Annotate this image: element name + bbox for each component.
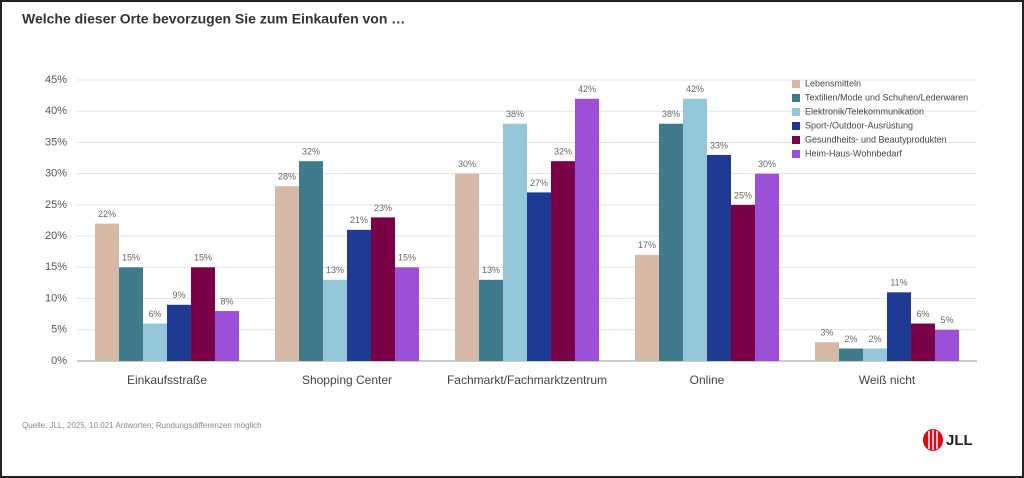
- bar: [191, 267, 215, 361]
- chart-title: Welche dieser Orte bevorzugen Sie zum Ei…: [22, 11, 405, 27]
- bar: [635, 254, 659, 361]
- bar: [527, 192, 551, 361]
- y-tick-label: 0%: [51, 355, 67, 367]
- logo-text: JLL: [946, 432, 973, 449]
- legend-swatch: [792, 136, 800, 144]
- data-label: 32%: [554, 147, 572, 157]
- bar: [683, 98, 707, 361]
- y-tick-label: 10%: [45, 292, 67, 304]
- data-label: 21%: [350, 215, 368, 225]
- y-tick-label: 15%: [45, 261, 67, 273]
- legend-label: Sport-/Outdoor-Ausrüstung: [805, 120, 913, 130]
- bar: [575, 98, 599, 361]
- data-label: 23%: [374, 203, 392, 213]
- bar: [935, 329, 959, 361]
- y-tick-label: 40%: [45, 105, 67, 117]
- y-tick-label: 30%: [45, 168, 67, 180]
- data-label: 25%: [734, 190, 752, 200]
- bar: [551, 161, 575, 361]
- legend-swatch: [792, 94, 800, 102]
- bar: [395, 267, 419, 361]
- data-label: 32%: [302, 147, 320, 157]
- data-label: 17%: [638, 240, 656, 250]
- data-label: 13%: [482, 265, 500, 275]
- data-label: 8%: [220, 296, 233, 306]
- data-label: 38%: [662, 109, 680, 119]
- data-label: 30%: [758, 159, 776, 169]
- y-tick-label: 25%: [45, 199, 67, 211]
- x-tick-label: Weiß nicht: [859, 373, 916, 387]
- data-label: 38%: [506, 109, 524, 119]
- x-tick-label: Online: [690, 373, 725, 387]
- data-label: 33%: [710, 140, 728, 150]
- data-label: 11%: [890, 278, 907, 288]
- legend-label: Lebensmitteln: [805, 78, 861, 88]
- bar: [731, 204, 755, 361]
- legend-swatch: [792, 122, 800, 130]
- legend-swatch: [792, 150, 800, 158]
- bar: [503, 123, 527, 361]
- bar: [755, 173, 779, 361]
- bar: [275, 186, 299, 361]
- bar: [707, 154, 731, 361]
- bar: [839, 348, 863, 361]
- y-tick-label: 45%: [45, 74, 67, 86]
- x-tick-label: Shopping Center: [302, 373, 392, 387]
- data-label: 28%: [278, 172, 296, 182]
- data-label: 6%: [916, 309, 929, 319]
- data-label: 42%: [578, 84, 596, 94]
- legend-label: Elektronik/Telekommunikation: [805, 106, 924, 116]
- bar: [659, 123, 683, 361]
- bar: [455, 173, 479, 361]
- data-label: 30%: [458, 159, 476, 169]
- data-label: 5%: [940, 315, 953, 325]
- data-label: 15%: [194, 253, 212, 263]
- x-tick-label: Einkaufsstraße: [127, 373, 207, 387]
- legend-label: Heim-Haus-Wohnbedarf: [805, 148, 902, 158]
- data-label: 22%: [98, 209, 116, 219]
- data-label: 9%: [172, 290, 185, 300]
- bar: [299, 161, 323, 361]
- bar: [215, 311, 239, 361]
- legend-label: Textilien/Mode und Schuhen/Lederwaren: [805, 92, 968, 102]
- data-label: 15%: [398, 253, 416, 263]
- bar: [167, 304, 191, 361]
- bar: [323, 279, 347, 361]
- bar: [347, 229, 371, 361]
- bar: [887, 292, 911, 361]
- data-label: 15%: [122, 253, 140, 263]
- bar: [911, 323, 935, 361]
- x-tick-label: Fachmarkt/Fachmarktzentrum: [447, 373, 607, 387]
- data-label: 6%: [148, 309, 161, 319]
- legend-label: Gesundheits- und Beautyprodukten: [805, 134, 947, 144]
- y-tick-label: 35%: [45, 136, 67, 148]
- bar: [815, 342, 839, 361]
- bar: [479, 279, 503, 361]
- source-note: Quelle: JLL, 2025, 10.021 Antworten; Run…: [22, 421, 262, 430]
- y-tick-label: 5%: [51, 324, 67, 336]
- bar: [371, 217, 395, 361]
- data-label: 2%: [868, 334, 881, 344]
- data-label: 42%: [686, 84, 704, 94]
- data-label: 27%: [530, 178, 548, 188]
- bar: [95, 223, 119, 361]
- legend-swatch: [792, 108, 800, 116]
- data-label: 13%: [326, 265, 344, 275]
- bar: [119, 267, 143, 361]
- bar: [143, 323, 167, 361]
- data-label: 3%: [820, 328, 833, 338]
- data-label: 2%: [844, 334, 857, 344]
- logo-icon: [923, 429, 943, 451]
- y-tick-label: 20%: [45, 230, 67, 242]
- legend-swatch: [792, 80, 800, 88]
- bar: [863, 348, 887, 361]
